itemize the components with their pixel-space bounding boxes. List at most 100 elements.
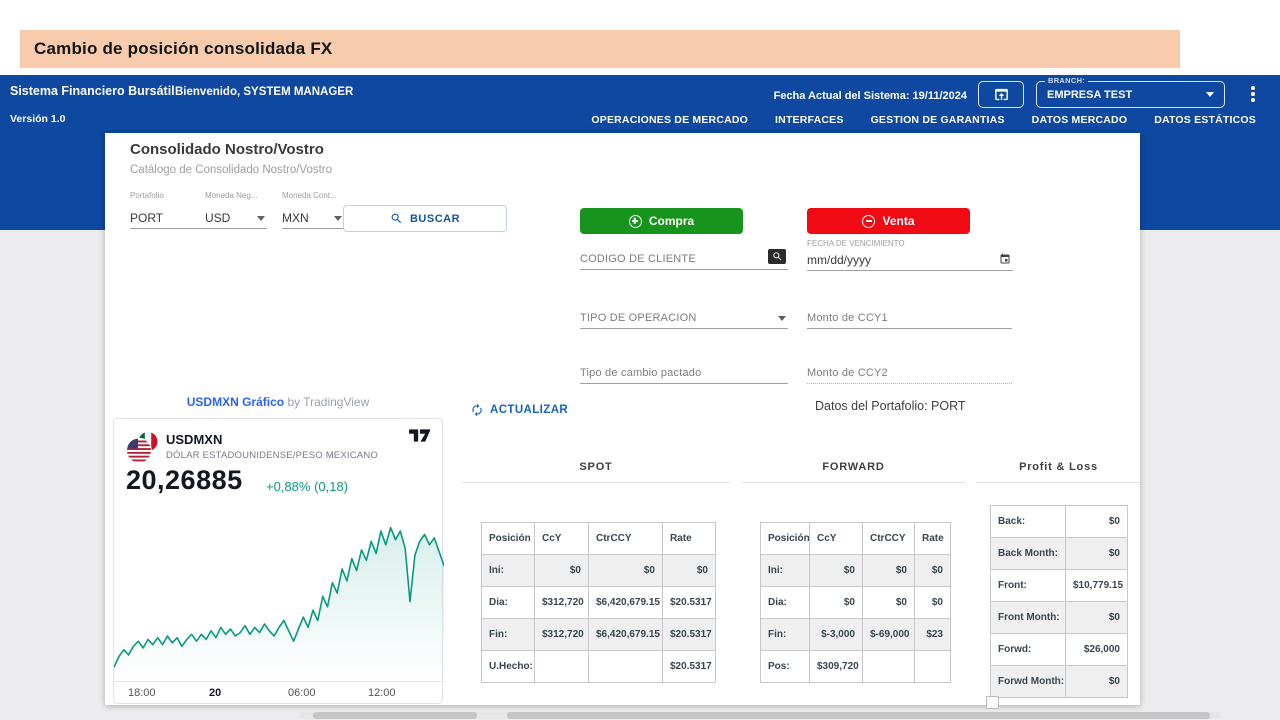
column-header: Posición <box>760 522 810 555</box>
agreed-rate-placeholder: Tipo de cambio pactado <box>580 367 702 379</box>
currency-label: Moneda Neg... <box>205 191 258 200</box>
horizontal-scrollbar-thumb[interactable] <box>507 712 1210 719</box>
client-code-placeholder: CODIGO DE CLIENTE <box>580 253 696 265</box>
maturity-date-input[interactable]: FECHA DE VENCIMIENTO mm/dd/yyyy <box>807 239 1013 271</box>
more-menu-button[interactable] <box>1246 84 1260 104</box>
table-row: Back Month: $0 <box>990 537 1128 570</box>
table-row: Front: $10,779.15 <box>990 569 1128 602</box>
price-chart <box>114 526 444 679</box>
nav-item-operaciones-de-mercado[interactable]: OPERACIONES DE MERCADO <box>591 114 749 126</box>
column-header: CcY <box>809 522 863 555</box>
search-icon <box>391 213 402 224</box>
table-cell: $6,420,679.15 <box>588 618 663 651</box>
client-code-input[interactable]: CODIGO DE CLIENTE <box>580 245 788 270</box>
chevron-down-icon <box>257 216 265 221</box>
ccy2-amount-placeholder: Monto de CCY2 <box>807 367 888 379</box>
table-cell: $23 <box>914 618 951 651</box>
table-cell: U.Hecho: <box>481 650 535 683</box>
search-button[interactable]: BUSCAR <box>343 205 507 232</box>
table-cell: $0 <box>809 554 863 587</box>
price-change: +0,88% (0,18) <box>266 479 349 494</box>
client-search-icon[interactable] <box>768 249 786 264</box>
tradingview-logo-icon[interactable] <box>409 429 430 442</box>
ccy1-amount-input[interactable]: Monto de CCY1 <box>807 305 1012 329</box>
panel-subtitle: Catálogo de Consolidado Nostro/Vostro <box>130 164 333 176</box>
tradingview-chart-link[interactable]: USDMXN Gráfico <box>186 395 285 409</box>
table-cell: $20.5317 <box>662 618 716 651</box>
table-cell: Front Month: <box>990 601 1066 634</box>
symbol-description: DÓLAR ESTADOUNIDENSE/PESO MEXICANO <box>166 450 378 461</box>
table-cell: $312,720 <box>534 586 589 619</box>
minus-circle-icon <box>862 214 876 228</box>
table-cell: $0 <box>534 554 589 587</box>
branch-select[interactable]: BRANCH: EMPRESA TEST <box>1036 76 1225 108</box>
table-cell: Pos: <box>760 650 810 683</box>
counter-currency-select[interactable]: Moneda Cont... MXN <box>282 191 344 229</box>
currency-value: USD <box>205 211 231 225</box>
search-button-label: BUSCAR <box>409 212 461 225</box>
search-icon <box>772 252 781 261</box>
table-cell: $-3,000 <box>809 618 863 651</box>
table-cell <box>588 650 663 683</box>
table-row: Dia: $0 $0 $0 <box>760 586 951 619</box>
table-cell: Dia: <box>760 586 810 619</box>
table-cell: Ini: <box>760 554 810 587</box>
table-cell <box>914 650 951 683</box>
branch-value: EMPRESA TEST <box>1047 88 1133 101</box>
last-price: 20,26885 <box>126 465 243 495</box>
table-header-row: Posición CcY CtrCCY Rate <box>481 522 716 555</box>
tradingview-widget: USDMXN DÓLAR ESTADOUNIDENSE/PESO MEXICAN… <box>113 418 444 705</box>
exit-app-button[interactable] <box>978 81 1024 108</box>
sell-button[interactable]: Venta <box>807 208 970 234</box>
slide-title-banner: Cambio de posición consolidada FX <box>20 30 1180 68</box>
system-date-label: Fecha Actual del Sistema: 19/11/2024 <box>773 90 967 102</box>
horizontal-scrollbar-thumb[interactable] <box>313 712 477 719</box>
table-cell: $26,000 <box>1065 633 1128 666</box>
table-row: Ini: $0 $0 $0 <box>760 554 951 587</box>
table-row: Pos: $309,720 <box>760 650 951 683</box>
table-cell: $0 <box>1065 537 1128 570</box>
main-nav: OPERACIONES DE MERCADO INTERFACES GESTIO… <box>591 114 1256 126</box>
table-cell: $0 <box>662 554 716 587</box>
portfolio-input[interactable]: Portafolio PORT <box>130 191 222 229</box>
nav-item-interfaces[interactable]: INTERFACES <box>775 114 844 126</box>
pnl-table: Back: $0 Back Month: $0 Front: $10,779.15 Fron… <box>990 505 1128 698</box>
table-cell: $0 <box>1065 601 1128 634</box>
refresh-button[interactable]: ACTUALIZAR <box>470 403 568 417</box>
welcome-text: Bienvenido, SYSTEM MANAGER <box>175 86 354 98</box>
table-row: Back: $0 <box>990 505 1128 538</box>
table-header-row: Posición CcY CtrCCY Rate <box>760 522 951 555</box>
table-cell: $0 <box>862 554 915 587</box>
refresh-icon <box>472 403 482 417</box>
operation-type-placeholder: TIPO DE OPERACION <box>580 312 697 324</box>
time-tick: 20 <box>209 687 222 699</box>
nav-item-datos-mercado[interactable]: DATOS MERCADO <box>1031 114 1128 126</box>
chevron-down-icon <box>334 216 342 221</box>
table-cell <box>534 650 589 683</box>
nav-item-gestion-de-garantias[interactable]: GESTION DE GARANTIAS <box>870 114 1005 126</box>
nav-item-datos-estaticos[interactable]: DATOS ESTÁTICOS <box>1154 114 1256 126</box>
currency-select[interactable]: Moneda Neg... USD <box>205 191 267 229</box>
table-cell: $0 <box>809 586 863 619</box>
chart-line <box>114 526 444 668</box>
buy-button[interactable]: Compra <box>580 208 743 234</box>
chart-time-axis: 18:00 20 06:00 12:00 <box>114 681 444 705</box>
branch-label: BRANCH: <box>1045 76 1089 85</box>
table-cell: Fin: <box>760 618 810 651</box>
table-row: Fin: $312,720 $6,420,679.15 $20.5317 <box>481 618 716 651</box>
operation-type-select[interactable]: TIPO DE OPERACION <box>580 305 788 329</box>
table-row: Front Month: $0 <box>990 601 1128 634</box>
forward-table: Posición CcY CtrCCY Rate Ini: $0 $0 $0 Dia: $… <box>760 522 951 683</box>
counter-currency-label: Moneda Cont... <box>282 191 337 200</box>
symbol-name: USDMXN <box>166 432 223 447</box>
table-row: Forwd: $26,000 <box>990 633 1128 666</box>
refresh-button-label: ACTUALIZAR <box>490 404 569 416</box>
page-title: Cambio de posición consolidada FX <box>34 39 333 58</box>
scrollbar-corner <box>986 696 999 709</box>
calendar-icon[interactable] <box>999 253 1011 265</box>
table-cell: $20.5317 <box>662 650 716 683</box>
table-cell: Back: <box>990 505 1066 538</box>
portfolio-label: Portafolio <box>130 191 164 200</box>
agreed-rate-input[interactable]: Tipo de cambio pactado <box>580 360 788 384</box>
